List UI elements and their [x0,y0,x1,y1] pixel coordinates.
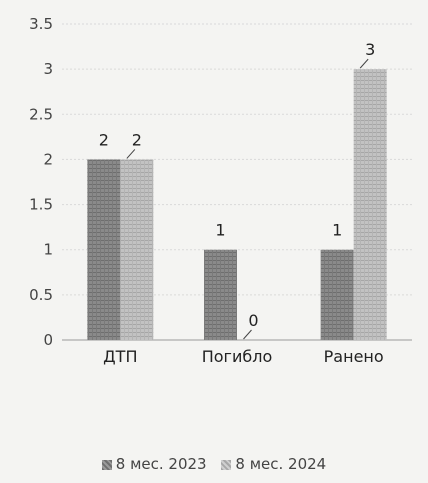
label-leader-line [359,58,369,69]
x-category-label: Погибло [202,347,273,366]
legend-label-2023: 8 мес. 2023 [115,455,207,473]
y-tick-label: 2 [43,150,53,168]
x-axis: ДТП Погибло Ранено [103,347,383,366]
legend-swatch-2024 [221,460,232,470]
data-label: 0 [248,311,258,330]
legend-item-2023: 8 мес. 2023 [101,455,207,473]
y-tick-label: 1 [43,241,53,259]
bar-2023 [87,159,121,340]
y-tick-label: 0.5 [29,286,53,304]
data-label: 3 [365,40,375,59]
legend-swatch-2023 [101,460,112,470]
data-label: 1 [215,221,225,240]
legend: 8 мес. 2023 8 мес. 2024 [0,455,428,473]
data-label: 2 [99,130,109,149]
x-category-label: ДТП [103,347,137,366]
y-tick-label: 3.5 [29,15,53,33]
bars [87,69,387,341]
y-tick-label: 1.5 [29,196,53,214]
y-tick-label: 3 [43,60,53,78]
data-label: 2 [132,130,142,149]
data-labels: 2 2 1 0 1 3 [99,40,375,340]
bar-2024 [353,69,387,341]
label-leader-line [126,149,136,159]
legend-item-2024: 8 мес. 2024 [221,455,326,473]
data-label: 1 [332,221,342,240]
label-leader-line [243,329,252,340]
x-category-label: Ранено [324,347,384,366]
y-axis: 0 0.5 1 1.5 2 2.5 3 3.5 [29,15,53,349]
y-tick-label: 0 [43,331,53,349]
legend-label-2024: 8 мес. 2024 [235,455,327,473]
bar-2024 [120,159,154,340]
y-tick-label: 2.5 [29,105,53,123]
bar-2023 [204,249,237,340]
bar-2023 [320,249,354,340]
